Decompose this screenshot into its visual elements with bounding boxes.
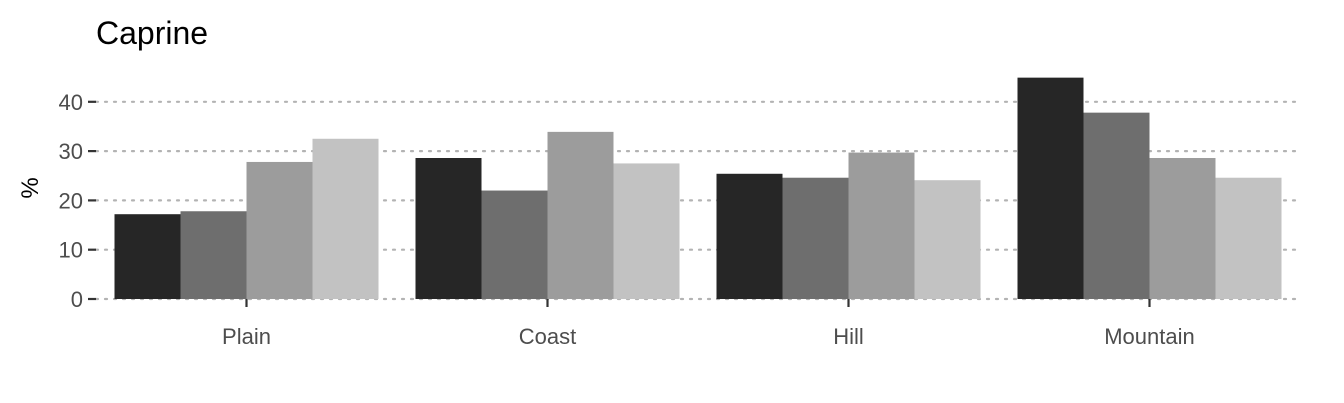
y-tick-label: 40 (59, 90, 83, 115)
y-tick-label: 30 (59, 139, 83, 164)
x-tick-label: Mountain (1104, 324, 1195, 349)
bar-coast-3 (547, 131, 614, 299)
bar-plain-2 (180, 211, 247, 299)
x-tick-label: Hill (833, 324, 864, 349)
bar-plain-1 (114, 214, 181, 299)
bar-coast-2 (481, 190, 548, 299)
bar-group-mountain (1017, 77, 1282, 300)
bar-mountain-1 (1017, 77, 1084, 299)
bar-coast-4 (613, 163, 680, 299)
bar-mountain-3 (1149, 158, 1216, 299)
y-tick-label: 20 (59, 188, 83, 213)
bar-coast-1 (415, 158, 482, 299)
bars (114, 77, 1282, 300)
bar-mountain-2 (1083, 112, 1150, 300)
bar-hill-1 (716, 173, 783, 299)
bar-group-hill (716, 152, 981, 299)
bar-plain-4 (312, 138, 379, 299)
bar-group-plain (114, 138, 379, 299)
x-axis: Plain Coast Hill Mountain (222, 299, 1195, 349)
x-tick-label: Coast (519, 324, 576, 349)
bar-plain-3 (246, 161, 313, 299)
bar-hill-4 (914, 180, 981, 299)
y-axis: 0 10 20 30 40 (59, 90, 96, 312)
bar-hill-2 (782, 177, 849, 299)
bar-hill-3 (848, 152, 915, 299)
chart-title: Caprine (96, 15, 208, 51)
x-tick-label: Plain (222, 324, 271, 349)
bar-group-coast (415, 131, 680, 299)
bar-mountain-4 (1215, 177, 1282, 299)
y-tick-label: 10 (59, 238, 83, 263)
y-axis-title: % (17, 177, 44, 198)
y-tick-label: 0 (71, 287, 83, 312)
